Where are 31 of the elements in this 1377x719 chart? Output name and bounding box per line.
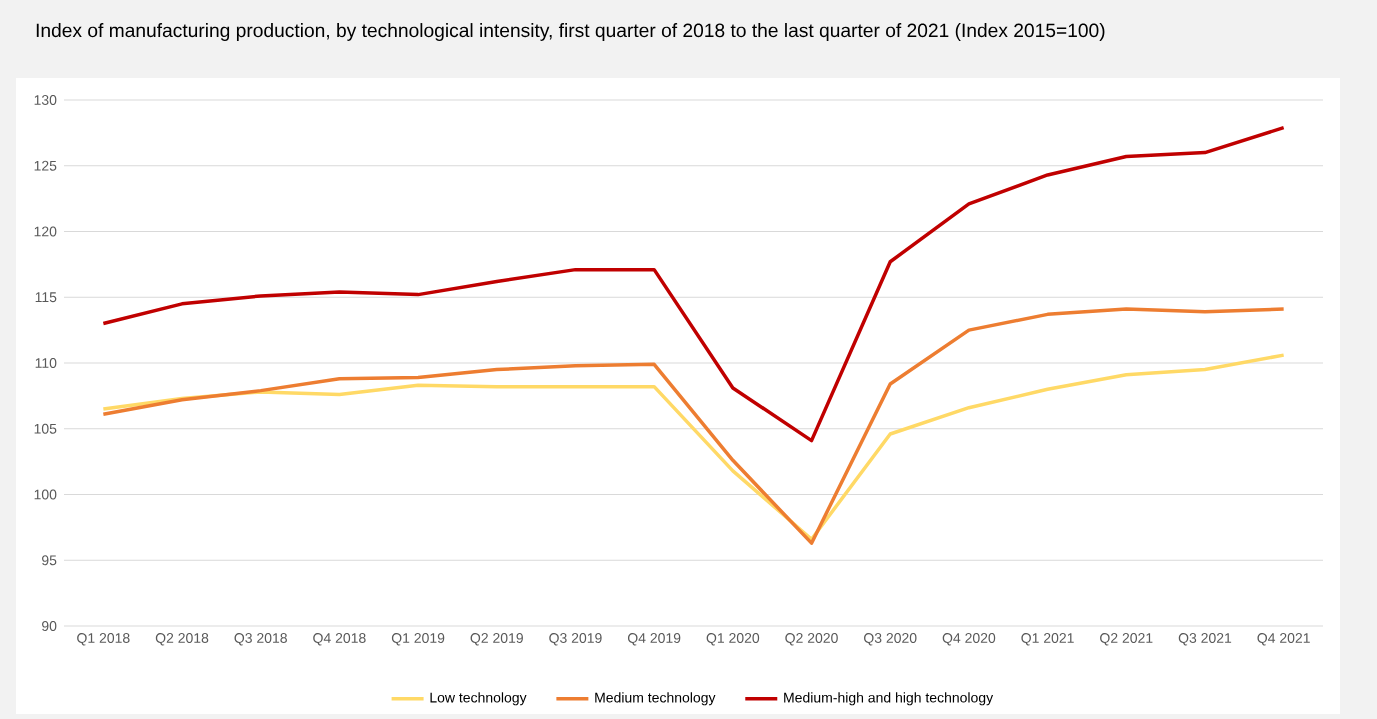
- y-tick-label: 105: [34, 423, 57, 434]
- x-tick-label: Q2 2021: [1100, 633, 1153, 646]
- y-tick-label: 100: [34, 489, 57, 500]
- legend-label: Low technology: [430, 692, 527, 706]
- x-tick-label: Q3 2019: [549, 633, 602, 646]
- x-tick-label: Q1 2020: [706, 633, 760, 646]
- x-tick-label: Q4 2018: [313, 633, 366, 646]
- x-tick-label: Q1 2018: [77, 633, 130, 646]
- x-tick-label: Q1 2019: [391, 633, 445, 646]
- line-series: [101, 307, 1286, 545]
- y-tick-label: 95: [42, 555, 57, 566]
- x-tick-label: Q3 2018: [234, 633, 287, 646]
- y-tick-label: 130: [34, 95, 57, 105]
- y-tick-label: 120: [34, 226, 57, 237]
- y-tick-label: 90: [42, 621, 57, 631]
- line-series: [101, 125, 1286, 443]
- x-tick-label: Q2 2020: [785, 633, 838, 646]
- x-tick-label: Q4 2020: [942, 633, 996, 646]
- y-tick-label: 115: [35, 292, 57, 303]
- x-tick-label: Q1 2021: [1021, 633, 1074, 646]
- x-tick-label: Q3 2021: [1178, 633, 1232, 646]
- x-tick-label: Q2 2018: [155, 633, 209, 646]
- y-tick-label: 110: [35, 358, 57, 368]
- legend-label: Medium-high and high technology: [784, 692, 994, 706]
- y-tick-label: 125: [34, 160, 57, 171]
- legend-label: Medium technology: [595, 692, 716, 706]
- x-tick-label: Q2 2019: [470, 633, 523, 646]
- chart-title: Index of manufacturing production, by technological intensity, first quarter of 2018 to the last quarter of 2021 (Index 2015=100): [36, 23, 1105, 41]
- x-tick-label: Q3 2020: [864, 633, 917, 646]
- x-tick-label: Q4 2019: [627, 633, 681, 646]
- x-tick-label: Q4 2021: [1257, 633, 1310, 646]
